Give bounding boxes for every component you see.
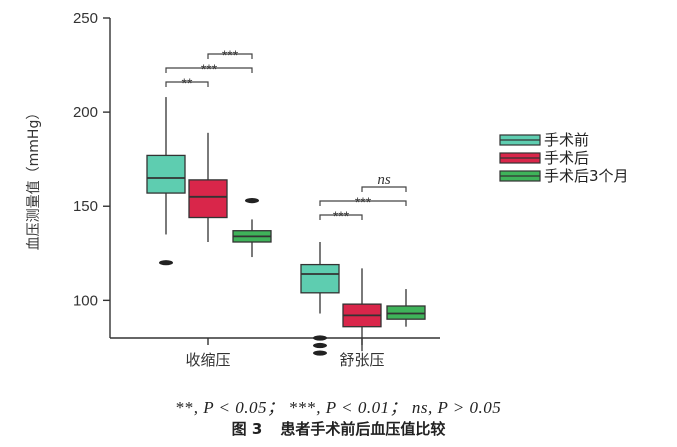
footnote-p-text-1: , P < 0.05；	[193, 398, 285, 417]
legend-label: 手术前	[544, 131, 589, 149]
significance-bracket	[319, 214, 363, 220]
outlier-point	[159, 260, 173, 266]
footnote-ns: ns	[411, 398, 428, 417]
outlier-point	[313, 350, 327, 356]
outlier-point	[245, 197, 259, 204]
y-axis-title: 血压测量值（mmHg）	[26, 106, 42, 251]
significance-footnote: **, P < 0.05； ***, P < 0.01； ns, P > 0.0…	[0, 393, 677, 418]
significance-label: **	[182, 75, 193, 91]
y-tick-label: 100	[73, 292, 98, 309]
significance-label: ***	[333, 208, 350, 224]
figure-caption: 图 3 患者手术前后血压值比较	[0, 418, 677, 439]
box-0-0	[146, 154, 186, 194]
box-0-1	[300, 263, 340, 294]
significance-label: ns	[377, 172, 391, 188]
x-category-label: 收缩压	[185, 351, 230, 369]
footnote-p-text-2: , P < 0.01；	[316, 398, 408, 417]
footnote-stars-1: **	[175, 398, 194, 417]
footnote-p-text-3: , P > 0.05	[427, 398, 502, 417]
figure-number: 图 3	[231, 420, 263, 438]
y-tick-label: 150	[73, 198, 98, 215]
figure-title: 患者手术前后血压值比较	[280, 420, 446, 438]
significance-bracket	[207, 53, 253, 59]
significance-bracket	[165, 81, 209, 87]
y-tick-label: 250	[73, 10, 98, 27]
footnote-stars-2: ***	[289, 398, 317, 417]
significance-label: ***	[201, 61, 218, 77]
significance-bracket	[319, 200, 407, 206]
legend-label: 手术后3个月	[544, 167, 629, 185]
outlier-point	[313, 342, 327, 349]
significance-bracket	[165, 67, 253, 73]
outlier-point	[313, 335, 327, 341]
significance-bracket	[361, 186, 407, 192]
box-1-0	[188, 179, 228, 219]
y-tick-label: 200	[73, 104, 98, 121]
significance-label: ***	[355, 194, 372, 210]
x-category-label: 舒张压	[339, 351, 384, 369]
significance-label: ***	[222, 47, 239, 63]
box-2-1	[386, 305, 426, 320]
legend-label: 手术后	[544, 149, 589, 167]
